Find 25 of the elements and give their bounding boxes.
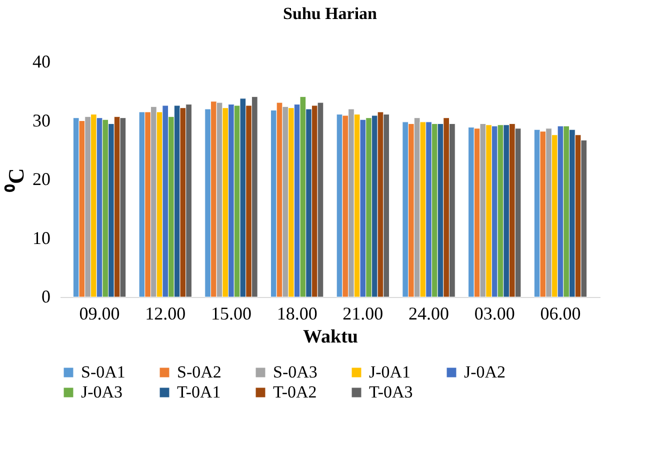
y-tick-label: 40 — [32, 52, 50, 72]
x-tick-label: 12.00 — [145, 304, 186, 324]
y-tick-label: 0 — [42, 286, 50, 306]
legend-label: J-0A2 — [464, 362, 506, 382]
y-axis-title: ⁰C — [4, 168, 28, 192]
y-tick-label: 20 — [32, 169, 50, 189]
legend-label: S-0A3 — [273, 362, 318, 382]
x-tick-label: 24.00 — [408, 304, 450, 324]
y-tick-label: 10 — [32, 228, 50, 248]
legend-label: S-0A1 — [81, 362, 126, 382]
x-tick-label: 06.00 — [540, 304, 581, 324]
legend-label: T-0A2 — [273, 382, 317, 402]
x-tick-label: 15.00 — [210, 304, 252, 324]
x-tick-label: 03.00 — [474, 304, 515, 324]
legend-label: S-0A2 — [177, 362, 222, 382]
legend-label: T-0A1 — [177, 382, 221, 402]
legend-label: T-0A3 — [369, 382, 413, 402]
x-tick-label: 09.00 — [79, 304, 120, 324]
legend-label: J-0A3 — [81, 382, 123, 402]
x-tick-label: 21.00 — [342, 304, 384, 324]
x-axis-title: Waktu — [303, 326, 358, 348]
chart-title: Suhu Harian — [282, 4, 378, 23]
legend-label: J-0A1 — [369, 362, 411, 382]
x-tick-label: 18.00 — [276, 304, 318, 324]
y-tick-label: 30 — [32, 110, 50, 130]
